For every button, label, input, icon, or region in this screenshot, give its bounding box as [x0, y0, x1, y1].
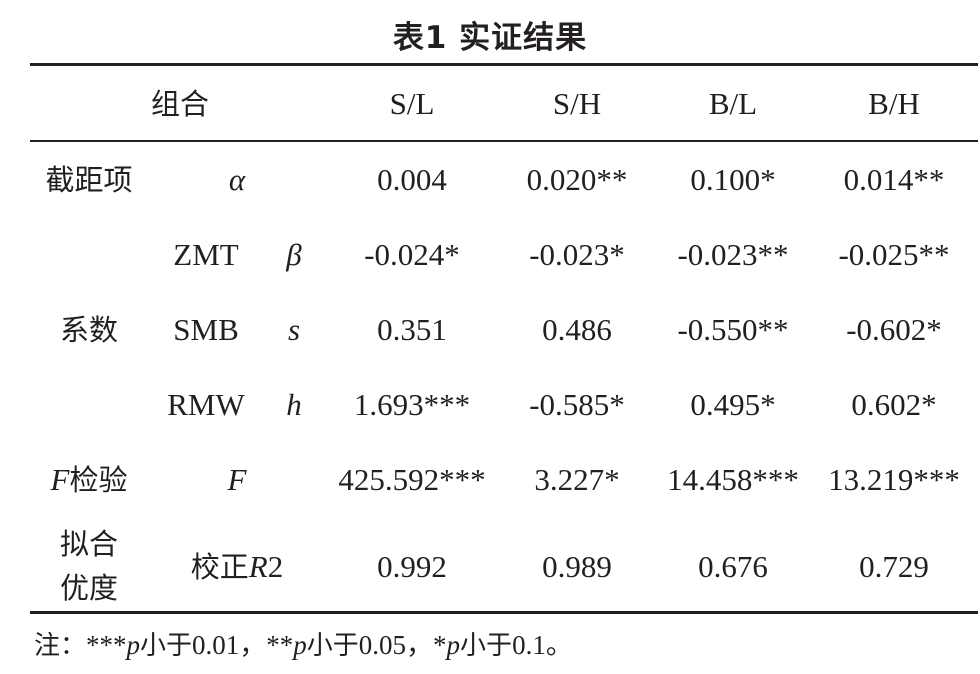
note-p-3: p — [446, 630, 461, 660]
header-rule — [30, 140, 978, 142]
alpha-symbol: α — [228, 162, 246, 197]
table-title: 表1 实证结果 — [392, 20, 588, 56]
note-p-2: p — [293, 630, 307, 660]
f-test-text: 检验 — [69, 463, 128, 497]
note-stars-3: * — [433, 630, 447, 660]
note-less-than-2: 小于 — [306, 631, 359, 661]
table-footnote: 注：***p小于0.01，**p小于0.05，*p小于0.1。 — [34, 628, 573, 663]
r2-suffix: 2 — [267, 549, 284, 584]
adjusted-text: 校正 — [190, 550, 249, 584]
bottom-rule — [30, 611, 978, 614]
beta-symbol: β — [286, 237, 302, 272]
header-bl: B/L — [708, 86, 758, 121]
smb-bh: -0.602* — [846, 312, 942, 347]
note-p-1: p — [126, 630, 141, 660]
header-sl: S/L — [389, 86, 435, 121]
s-symbol: s — [287, 312, 301, 347]
ftest-sh: 3.227* — [534, 462, 620, 497]
smb-label: SMB — [173, 312, 239, 347]
fit-label-line1: 拟合 — [59, 527, 119, 561]
ftest-bl: 14.458*** — [667, 462, 799, 497]
intercept-bl: 0.100* — [690, 162, 776, 197]
ftest-sl: 425.592*** — [338, 462, 486, 497]
rmw-sl: 1.693*** — [353, 387, 471, 422]
note-less-than-3: 小于 — [460, 631, 513, 661]
zmt-sl: -0.024* — [364, 237, 460, 272]
rmw-bh: 0.602* — [851, 387, 937, 422]
fit-sl: 0.992 — [377, 549, 447, 584]
ftest-bh: 13.219*** — [828, 462, 960, 497]
adjusted-r2-label: 校正R2 — [191, 549, 283, 585]
note-value-1: 0.01， — [192, 630, 267, 660]
smb-sl: 0.351 — [377, 312, 447, 347]
r-symbol: R — [248, 549, 268, 584]
rmw-bl: 0.495* — [690, 387, 776, 422]
zmt-bh: -0.025** — [838, 237, 950, 272]
zmt-sh: -0.023* — [529, 237, 625, 272]
coefficient-group-label: 系数 — [59, 313, 119, 347]
rmw-label: RMW — [167, 387, 245, 422]
fit-label-line2: 优度 — [59, 571, 119, 605]
note-value-2: 0.05， — [358, 630, 434, 660]
note-prefix: 注： — [34, 631, 87, 661]
header-group: 组合 — [150, 87, 210, 121]
fit-bl: 0.676 — [698, 549, 768, 584]
note-stars-1: *** — [86, 630, 127, 660]
smb-bl: -0.550** — [677, 312, 789, 347]
header-bh: B/H — [868, 86, 920, 121]
fit-sh: 0.989 — [542, 549, 612, 584]
fit-bh: 0.729 — [859, 549, 929, 584]
intercept-sl: 0.004 — [377, 162, 447, 197]
intercept-label: 截距项 — [45, 163, 133, 197]
note-less-than-1: 小于 — [140, 631, 193, 661]
zmt-label: ZMT — [173, 237, 239, 272]
rmw-sh: -0.585* — [529, 387, 625, 422]
f-symbol: F — [227, 462, 247, 497]
f-test-italic: F — [50, 462, 70, 497]
f-test-label: F检验 — [51, 462, 128, 498]
intercept-bh: 0.014** — [843, 162, 945, 197]
header-sh: S/H — [552, 86, 602, 121]
h-symbol: h — [286, 387, 302, 422]
smb-sh: 0.486 — [542, 312, 612, 347]
zmt-bl: -0.023** — [677, 237, 789, 272]
top-rule — [30, 63, 978, 66]
note-stars-2: ** — [266, 630, 294, 660]
note-value-3: 0.1。 — [512, 630, 573, 660]
intercept-sh: 0.020** — [526, 162, 628, 197]
